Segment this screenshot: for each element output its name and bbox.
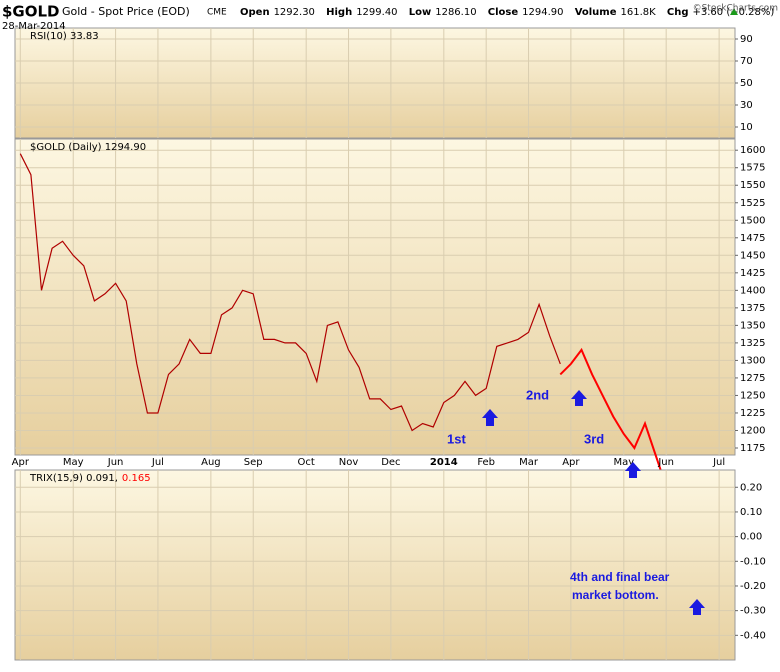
panel-label: RSI(10) 33.83 [30, 31, 99, 42]
x-tick-label: Dec [381, 457, 400, 468]
x-tick-label: Feb [477, 457, 495, 468]
panels: 90 70 50 30 10 RSI(10) 33.83 1600 1575 1550 1525 1… [12, 27, 766, 661]
y-tick-label: 1450 [740, 250, 765, 261]
exchange: CME [207, 8, 227, 18]
quote-label: Close [488, 7, 519, 18]
x-tick-label: May [63, 457, 84, 468]
y-tick-label: -0.30 [740, 606, 766, 617]
x-tick-label: Aug [201, 457, 221, 468]
panel-background [14, 469, 736, 661]
x-tick-label: 2014 [430, 457, 458, 468]
quote-label: Low [409, 7, 431, 18]
y-tick-label: 0.20 [740, 482, 762, 493]
annotation: 4th and final bear [570, 570, 670, 584]
y-tick-label: 1175 [740, 443, 765, 454]
credit: ©StockCharts.com [693, 4, 778, 14]
arrow [625, 462, 641, 478]
annotations: 1st 2nd 3rd 4th and final bear market bo… [447, 387, 705, 615]
x-tick-label: Jul [151, 457, 164, 468]
y-tick-label: 70 [740, 56, 753, 67]
y-tick-label: 1325 [740, 338, 765, 349]
y-tick-label: 0.10 [740, 507, 762, 518]
symbol: $GOLD [2, 3, 60, 21]
y-tick-label: 1350 [740, 320, 765, 331]
y-tick-label: 0.00 [740, 532, 762, 543]
x-tick-label: May [613, 457, 634, 468]
quote-label: Volume [575, 7, 617, 18]
annotation: 2nd [526, 387, 549, 402]
y-tick-label: -0.40 [740, 630, 766, 641]
y-tick-label: 50 [740, 78, 753, 89]
panel-background [14, 138, 736, 456]
x-tick-label: Sep [244, 457, 263, 468]
y-tick-label: -0.10 [740, 556, 766, 567]
y-tick-label: 1375 [740, 303, 765, 314]
quote-value: 1299.40 [356, 7, 397, 18]
y-tick-label: 1550 [740, 180, 765, 191]
quote-value: 1292.30 [274, 7, 315, 18]
y-tick-label: 1600 [740, 145, 765, 156]
y-tick-label: 1500 [740, 215, 765, 226]
quote-label: Open [240, 7, 270, 18]
y-tick-label: 90 [740, 34, 753, 45]
quote-value: 1286.10 [435, 7, 476, 18]
x-tick-label: Jun [107, 457, 124, 468]
y-tick-label: 1300 [740, 355, 765, 366]
x-tick-label: Oct [298, 457, 315, 468]
panel-label-signal: 0.165 [122, 473, 151, 484]
x-tick-label: Jun [657, 457, 674, 468]
quote-label: High [326, 7, 352, 18]
y-tick-label: 1475 [740, 233, 765, 244]
panel-label-text: $GOLD (Daily) 1294.90 [30, 142, 146, 153]
price-line [19, 153, 561, 432]
arrow [571, 390, 587, 406]
y-tick-label: 1250 [740, 390, 765, 401]
x-tick-label: Apr [12, 457, 30, 468]
y-tick-label: 1225 [740, 408, 765, 419]
x-tick-label: Jul [712, 457, 725, 468]
instrument-name: Gold - Spot Price (EOD) [62, 5, 190, 18]
quote-value: 161.8K [621, 7, 657, 18]
x-tick-label: Nov [339, 457, 359, 468]
x-tick-label: Mar [519, 457, 539, 468]
up-icon [730, 8, 738, 15]
annotation: 3rd [584, 431, 604, 446]
x-tick-label: Apr [562, 457, 580, 468]
panel-label: $GOLD (Daily) 1294.90 [30, 142, 146, 153]
arrow [482, 409, 498, 426]
y-tick-label: 1575 [740, 163, 765, 174]
date: 28-Mar-2014 [2, 21, 66, 32]
panel-label-text: TRIX(15,9) 0.091, [29, 473, 118, 484]
arrow [689, 599, 705, 615]
annotation: 1st [447, 431, 466, 446]
y-tick-label: 10 [740, 122, 753, 133]
panel-label: TRIX(15,9) 0.091, 0.165 [29, 473, 151, 484]
y-tick-label: 1200 [740, 425, 765, 436]
y-tick-label: 1525 [740, 198, 765, 209]
y-tick-label: 30 [740, 100, 753, 111]
y-tick-label: 1275 [740, 373, 765, 384]
y-tick-label: 1400 [740, 285, 765, 296]
y-tick-label: -0.20 [740, 581, 766, 592]
quote-label: Chg [667, 7, 689, 18]
quote-value: 1294.90 [522, 7, 563, 18]
y-tick-label: 1425 [740, 268, 765, 279]
panel-label-text: RSI(10) 33.83 [30, 31, 99, 42]
annotation: market bottom. [572, 588, 659, 602]
